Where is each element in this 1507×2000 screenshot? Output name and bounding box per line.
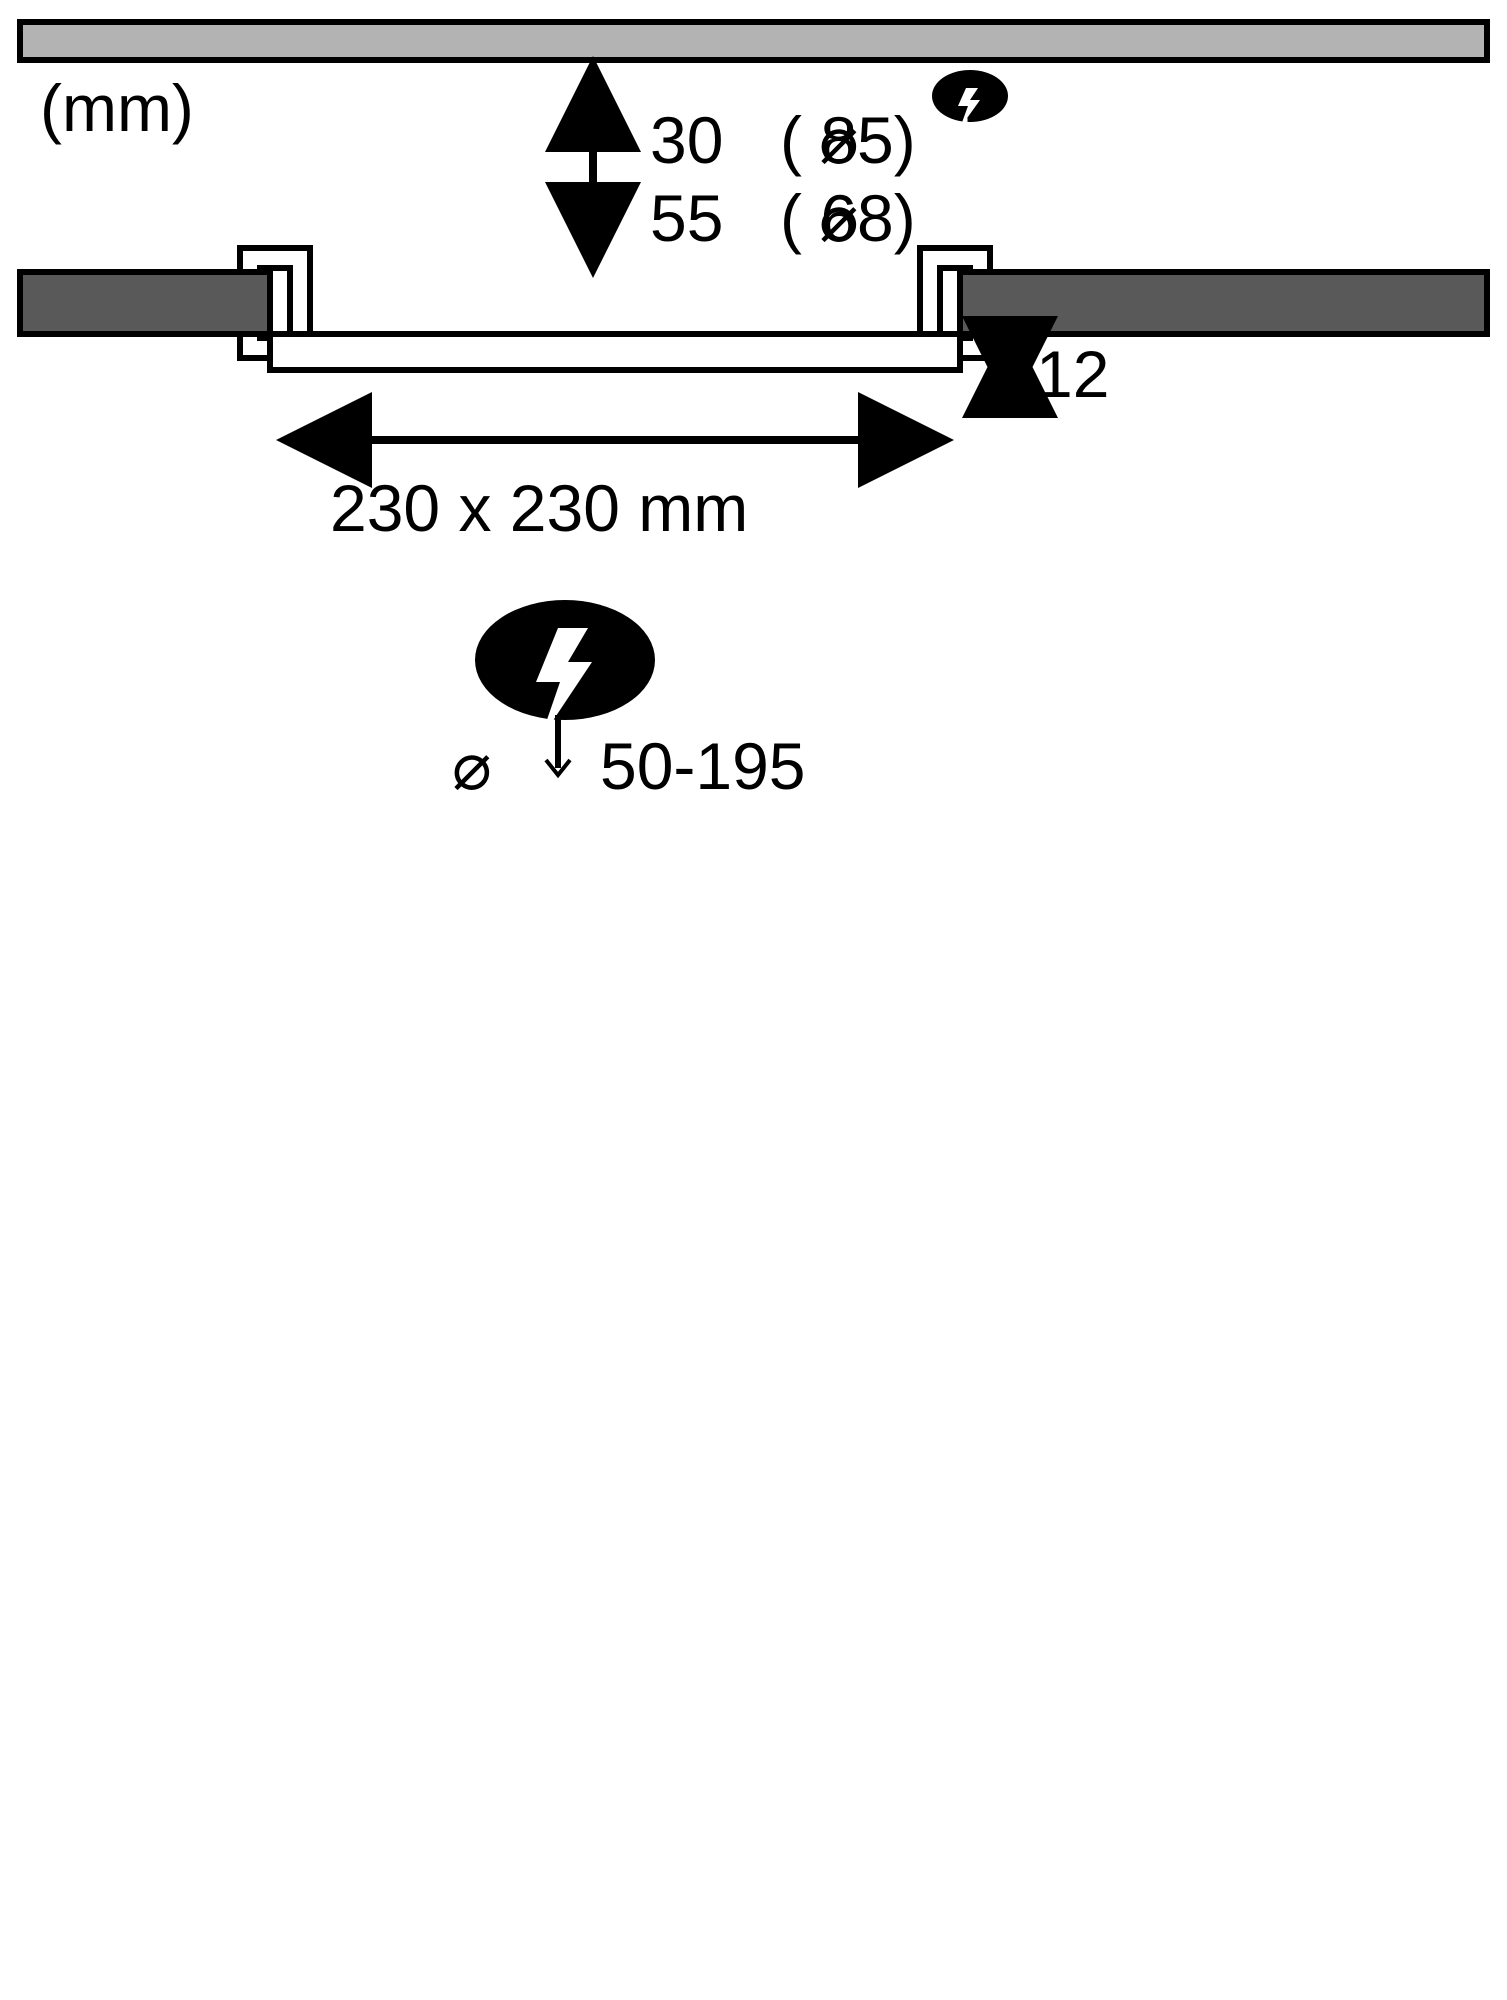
cutout-range: 50-195 — [600, 728, 806, 804]
panel-body — [270, 334, 960, 370]
mount-left — [20, 272, 270, 334]
ceiling-bar — [20, 22, 1487, 60]
dia-symbol-2: ⌀ — [819, 180, 859, 257]
depth2-value: 55 — [650, 180, 723, 256]
dia-symbol-3: ⌀ — [452, 728, 492, 805]
mount-right — [960, 272, 1487, 334]
dimension-diagram — [0, 0, 1507, 2000]
unit-label: (mm) — [40, 70, 194, 146]
thickness-value: 12 — [1036, 336, 1109, 412]
width-label: 230 x 230 mm — [330, 470, 748, 546]
depth1-value: 30 — [650, 102, 723, 178]
dia-symbol-1: ⌀ — [819, 102, 859, 179]
